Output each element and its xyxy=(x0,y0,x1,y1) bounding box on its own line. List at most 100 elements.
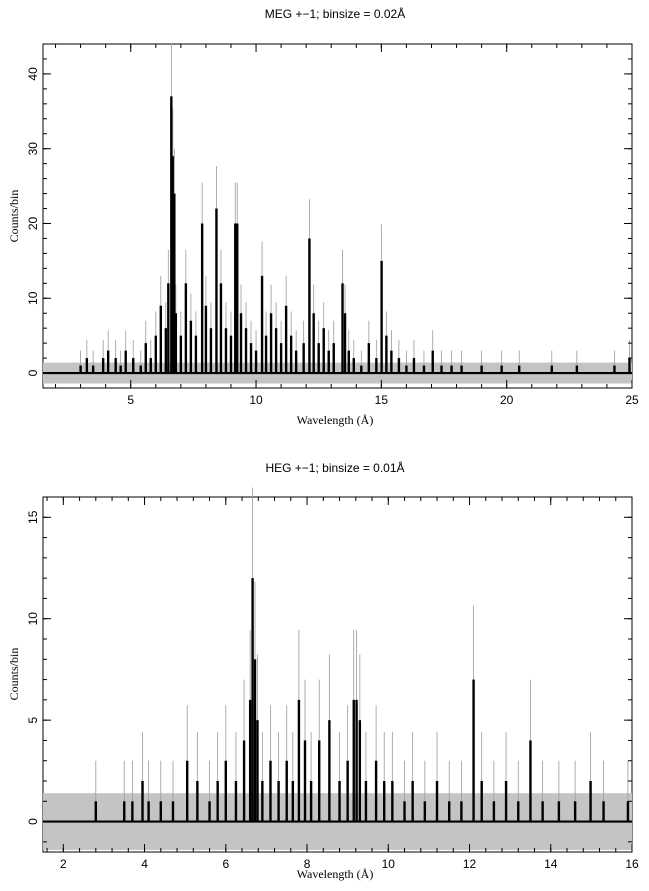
meg-spectrum-bin xyxy=(264,335,268,374)
heg-spectrum-bin xyxy=(224,760,227,822)
meg-x-tick-label: 10 xyxy=(249,393,263,407)
meg-chart-title: MEG +−1; binsize = 0.02Å xyxy=(265,6,405,21)
heg-plot-frame xyxy=(42,496,633,853)
meg-spectrum-bin xyxy=(360,365,363,374)
meg-spectrum-bin xyxy=(144,343,147,374)
meg-spectrum-bin xyxy=(124,350,127,374)
heg-spectrum-bin xyxy=(374,760,378,822)
heg-spectrum-bin xyxy=(291,781,295,822)
meg-spectrum-bin xyxy=(422,365,426,374)
heg-spectrum-bin xyxy=(248,699,252,822)
meg-x-tick-label: 5 xyxy=(127,393,134,407)
meg-spectrum-bin xyxy=(385,335,388,374)
heg-spectrum-bin xyxy=(338,781,341,822)
meg-spectrum-bin xyxy=(229,335,233,374)
meg-spectrum-bin xyxy=(269,313,273,374)
heg-x-tick-label: 6 xyxy=(222,857,229,871)
meg-spectrum-bin xyxy=(114,358,117,374)
meg-spectrum-bin xyxy=(159,305,162,374)
heg-spectrum-bin xyxy=(261,781,264,822)
heg-spectrum-bin xyxy=(355,699,358,822)
heg-spectrum-bin xyxy=(309,781,313,822)
meg-spectrum-bin xyxy=(343,313,347,374)
heg-spectrum-bin xyxy=(391,781,394,822)
meg-spectrum-bin xyxy=(347,350,350,374)
heg-y-axis: 0 5 10 15 xyxy=(26,496,632,843)
heg-y-tick-label: 0 xyxy=(26,818,40,825)
meg-spectrum-bin xyxy=(171,156,175,374)
meg-x-tick-label: 25 xyxy=(625,393,639,407)
heg-spectrum-bin xyxy=(285,760,288,822)
heg-x-tick-label: 16 xyxy=(625,857,639,871)
heg-spectrum-bin xyxy=(196,781,199,822)
meg-y-tick-label: 10 xyxy=(26,291,40,305)
meg-spectrum-bin xyxy=(173,193,176,374)
meg-spectrum-bin xyxy=(460,365,463,374)
heg-x-axis-label: Wavelength (Å) xyxy=(297,867,374,881)
meg-spectrum-bin xyxy=(79,365,82,374)
heg-spectrum-bin xyxy=(472,679,475,822)
meg-spectrum-bin xyxy=(219,283,223,374)
heg-spectrum-bin xyxy=(123,801,126,822)
meg-spectrum-bin xyxy=(184,283,188,374)
meg-spectrum-bin xyxy=(254,350,258,374)
meg-y-axis: 0 10 20 30 40 xyxy=(26,43,632,389)
heg-panel: HEG +−1; binsize = 0.01Å 2 4 6 8 10 12 14 16 0 5… xyxy=(7,460,639,881)
meg-spectrum-bin xyxy=(119,365,122,374)
meg-spectrum-bin xyxy=(91,365,95,374)
heg-spectrum-bin xyxy=(541,801,544,822)
heg-spectrum-bin xyxy=(435,781,439,822)
meg-y-tick-label: 0 xyxy=(26,369,40,376)
heg-spectrum-bin xyxy=(352,699,355,822)
meg-spectrum-bin xyxy=(450,365,453,374)
meg-panel: MEG +−1; binsize = 0.02Å 5 10 15 20 25 0 10 20… xyxy=(7,6,639,427)
heg-spectrum-bin xyxy=(171,801,175,822)
meg-spectrum-bin xyxy=(352,358,355,374)
meg-spectrum-bin xyxy=(194,335,198,374)
meg-spectrum-bin xyxy=(550,365,553,374)
meg-x-tick-label: 20 xyxy=(500,393,514,407)
meg-spectrum-bin xyxy=(279,343,283,374)
meg-spectrum-bin xyxy=(518,365,521,374)
meg-y-tick-label: 40 xyxy=(26,67,40,81)
meg-spectrum-bin xyxy=(239,313,243,374)
heg-y-tick-label: 15 xyxy=(26,510,40,524)
meg-y-axis-label: Counts/bin xyxy=(7,190,21,243)
heg-spectrum-bin xyxy=(573,801,577,822)
meg-spectrum-bin xyxy=(132,358,135,374)
heg-spectrum-bin xyxy=(208,801,211,822)
heg-y-axis-label: Counts/bin xyxy=(7,648,21,701)
heg-spectrum-bin xyxy=(517,801,520,822)
meg-spectrum-bin xyxy=(575,365,579,374)
meg-spectrum-bin xyxy=(179,335,183,374)
meg-spectrum-bin xyxy=(322,328,325,374)
meg-spectrum-bin xyxy=(500,365,503,374)
meg-spectrum-bin xyxy=(236,223,239,374)
heg-x-tick-label: 12 xyxy=(463,857,477,871)
heg-x-tick-label: 2 xyxy=(60,857,67,871)
meg-spectrum-bin xyxy=(397,358,401,374)
meg-spectrum-bin xyxy=(189,320,193,374)
meg-spectrum-series xyxy=(43,43,632,375)
heg-spectrum-bin xyxy=(364,781,368,822)
meg-spectrum-bin xyxy=(380,260,383,374)
meg-spectrum-bin xyxy=(154,335,157,374)
heg-spectrum-bin xyxy=(346,760,349,822)
meg-spectrum-bin xyxy=(390,350,393,374)
heg-spectrum-bin xyxy=(383,781,386,822)
heg-x-tick-label: 10 xyxy=(382,857,396,871)
heg-y-tick-label: 5 xyxy=(26,716,40,723)
heg-spectrum-bin xyxy=(131,801,134,822)
meg-spectrum-bin xyxy=(431,350,434,374)
meg-spectrum-bin xyxy=(317,343,320,374)
heg-spectrum-bin xyxy=(423,801,427,822)
meg-spectrum-bin xyxy=(101,358,105,374)
heg-chart-title: HEG +−1; binsize = 0.01Å xyxy=(265,460,404,475)
heg-spectrum-bin xyxy=(186,760,189,822)
heg-spectrum-bin xyxy=(504,781,508,822)
meg-spectrum-bin xyxy=(149,358,152,374)
meg-spectrum-bin xyxy=(628,358,631,374)
meg-x-axis: 5 10 15 20 25 xyxy=(55,44,639,407)
meg-x-tick-label: 15 xyxy=(375,393,389,407)
